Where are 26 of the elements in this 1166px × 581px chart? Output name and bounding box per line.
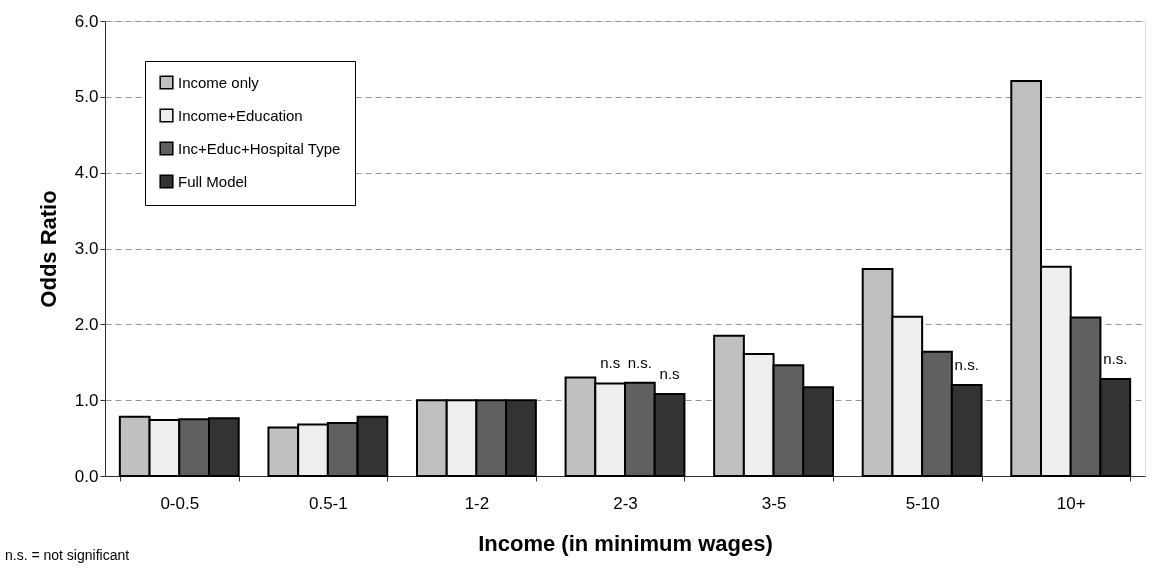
legend-label: Income only	[178, 73, 260, 91]
y-tick-label: 5.0	[74, 87, 99, 107]
annotation: n.s.	[1103, 349, 1128, 367]
y-axis-title: Odds Ratio	[35, 190, 61, 308]
x-tick-label: 0.5-1	[308, 493, 348, 513]
y-tick-label: 3.0	[74, 239, 99, 258]
y-tick-label: 4.0	[74, 163, 99, 183]
y-tick-label: 2.0	[74, 314, 99, 334]
y-tick-label: 6.0	[74, 11, 99, 31]
annotation: n.s.	[954, 356, 979, 373]
x-axis-title: Income (in minimum wages)	[478, 530, 773, 556]
legend-label: Full Model	[178, 172, 248, 190]
y-tick-label: 0.0	[74, 466, 99, 486]
y-tick-label: 1.0	[74, 390, 99, 410]
x-tick-label: 2-3	[613, 493, 638, 513]
text: n.s. = not significant	[5, 547, 130, 563]
annotation: n.s.	[627, 353, 652, 371]
legend-label: Inc+Educ+Hospital Type	[178, 139, 341, 157]
x-tick-label: 3-5	[761, 493, 787, 513]
annotation: n.s	[600, 354, 621, 372]
x-tick-label: 5-10	[905, 493, 940, 513]
x-tick-label: 0-0.5	[160, 493, 200, 513]
annotation: n.s	[659, 365, 680, 383]
x-tick-label: 10+	[1056, 493, 1086, 513]
x-tick-label: 1-2	[464, 493, 490, 513]
legend-label: Income+Education	[178, 106, 303, 124]
